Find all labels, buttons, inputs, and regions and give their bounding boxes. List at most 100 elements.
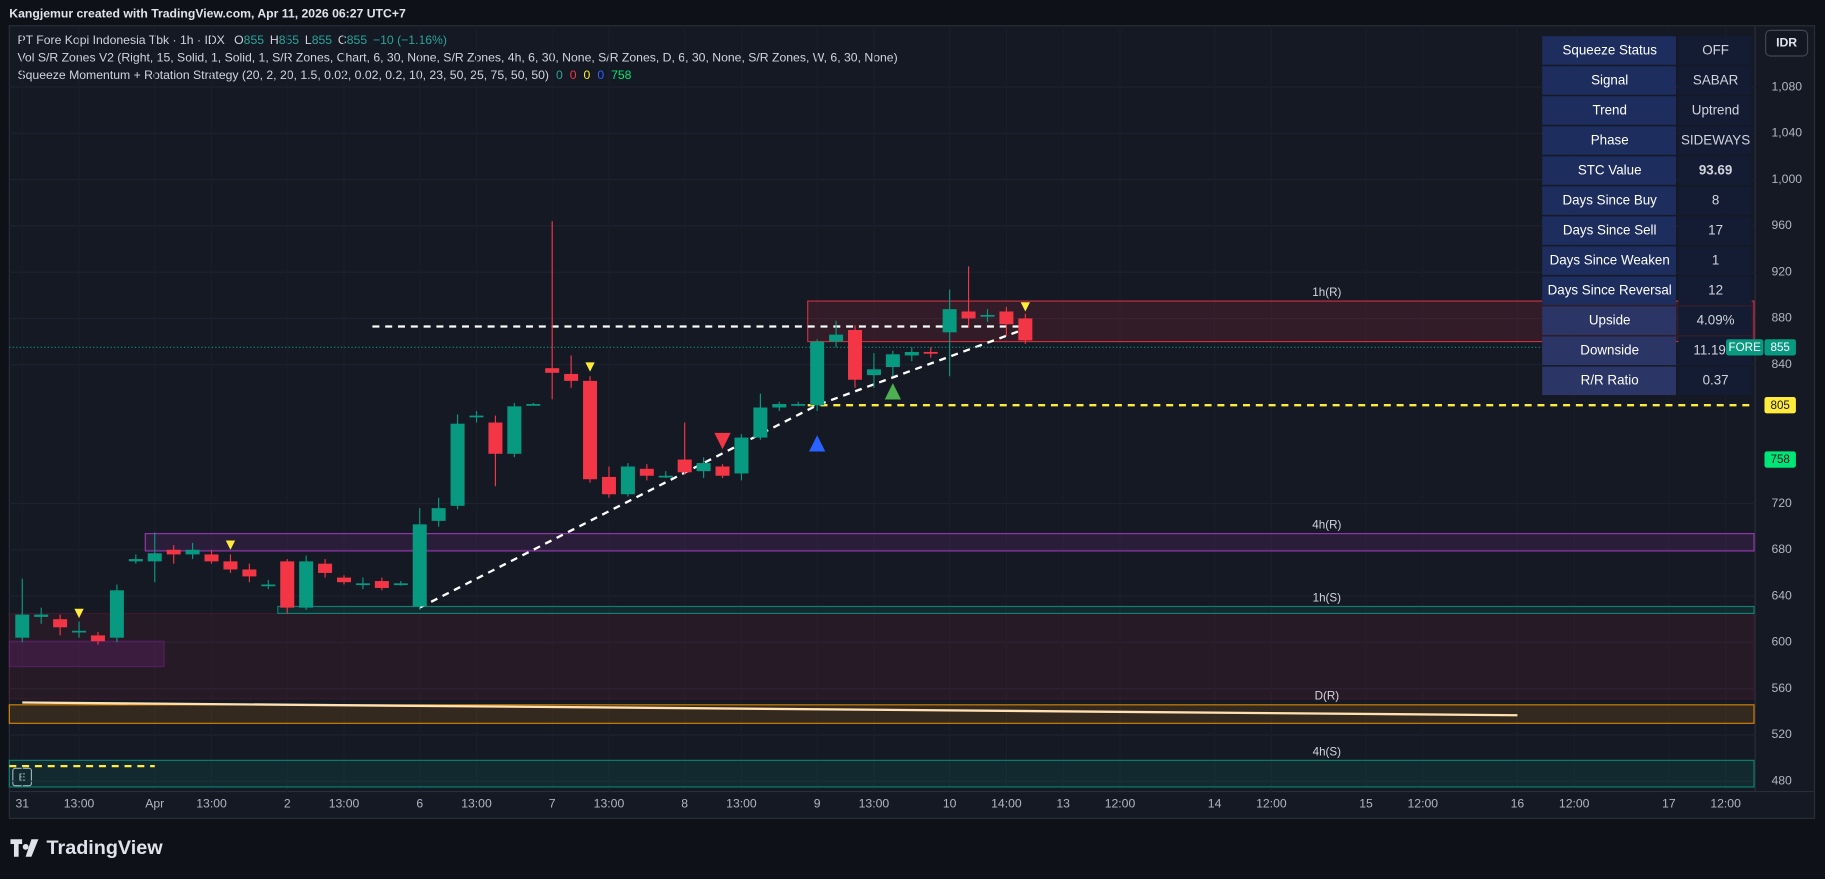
y-tick-label: 1,040 [1771,126,1802,140]
candle-body [128,559,143,562]
table-value: 93.69 [1699,162,1732,177]
candle-body [355,583,370,586]
table-cell [1678,126,1752,155]
table-value: 1 [1712,252,1719,267]
x-tick-label: 8 [681,797,688,811]
symbol-tag [1726,339,1764,356]
table-value: 17 [1708,222,1723,237]
candle-body [715,466,730,476]
table-key: Downside [1580,343,1639,358]
price-badge [1764,339,1796,356]
table-cell [1542,276,1677,305]
y-tick-label: 920 [1771,264,1792,278]
y-tick-label: 880 [1771,311,1792,325]
strategy-value: 0 [570,68,577,82]
table-cell [1542,366,1677,396]
candle-body [72,630,87,633]
candle-body [734,437,749,474]
signal-marker [714,432,731,450]
zone-label: 1h(S) [1313,591,1342,604]
x-tick-label: 13:00 [594,797,625,811]
x-tick-label: 12:00 [1559,797,1590,811]
price-badge-label: 758 [1770,453,1789,466]
candle-body [337,577,352,583]
table-key: Days Since Reversal [1548,283,1672,298]
y-tick-label: 640 [1771,588,1792,602]
signal-marker [884,383,902,400]
candle-body [280,561,295,608]
credit: Kangjemur created with TradingView.com, … [9,6,406,20]
currency[interactable]: IDR [1776,35,1797,49]
table-cell [1678,366,1752,396]
candle-body [299,561,314,608]
table-key: Squeeze Status [1562,42,1657,57]
price-badge-label: 855 [1770,341,1789,354]
table-value: 4.09% [1697,313,1735,328]
zone [8,704,1755,724]
candle-body [166,549,181,555]
x-tick-label: 6 [416,797,423,811]
candle-body [564,373,579,381]
table-cell [1542,126,1677,155]
table-key: Trend [1592,102,1626,117]
candle-body [185,549,200,555]
grid [9,25,1756,792]
table-cell [1678,186,1752,215]
candle-body [848,329,863,380]
zone [8,759,1755,788]
y-tick-label: 520 [1771,727,1792,741]
x-tick-label: 13:00 [64,797,95,811]
table-key: Signal [1591,72,1628,87]
quote-value: 855 [279,33,300,47]
table-key: Days Since Sell [1563,222,1657,237]
table-cell [1678,276,1752,305]
candle-body [109,590,124,638]
candle-body [393,583,408,586]
candle-body [242,569,257,577]
table-cell [1678,96,1752,125]
table-cell [1542,216,1677,245]
candle-body [488,422,503,454]
table-key: Days Since Weaken [1550,252,1670,267]
candle-body [412,524,427,607]
zone [8,640,165,668]
signal-marker [74,608,84,619]
signal-marker [809,435,826,452]
quote-key: C [338,33,347,47]
zone-label: D(R) [1315,690,1340,703]
table-key: Phase [1591,132,1629,147]
strategy-value: 0 [584,68,591,82]
table-value: 0.37 [1703,373,1729,388]
table-value: 8 [1712,192,1719,207]
signal-marker [1020,302,1031,312]
currency-button[interactable] [1765,29,1809,57]
chart-panel [8,25,1816,819]
x-tick-label: 13:00 [859,797,890,811]
x-tick-label: 14 [1208,797,1222,811]
candle-body [507,406,522,454]
price-badge [1764,451,1796,468]
quote-value: 855 [244,33,265,47]
x-tick-label: 16 [1511,797,1525,811]
candle-body [696,463,711,472]
zone [144,533,1755,552]
strategy-value: 0 [556,68,563,82]
strategy-value: 758 [611,68,632,82]
y-tick-label: 840 [1771,357,1792,371]
candle-body [223,561,238,570]
x-tick-label: 14:00 [991,797,1022,811]
candle-body [772,404,787,408]
status-table: Squeeze Status OFF Signal SABAR Trend Uptrend… [1542,36,1752,396]
table-value: SIDEWAYS [1681,132,1750,147]
candle-body [374,581,389,588]
x-tick-label: 12:00 [1256,797,1287,811]
x-tick-label: 13:00 [196,797,227,811]
x-tick-label: 12:00 [1710,797,1741,811]
strategy-line: Squeeze Momentum + Rotation Strategy (20… [17,68,631,82]
table-cell [1542,96,1677,125]
x-tick-label: 9 [814,797,821,811]
candle-body [904,351,919,356]
strategy-value: 0 [597,68,604,82]
candle-body [1018,318,1033,341]
quote-key: H [270,33,279,47]
